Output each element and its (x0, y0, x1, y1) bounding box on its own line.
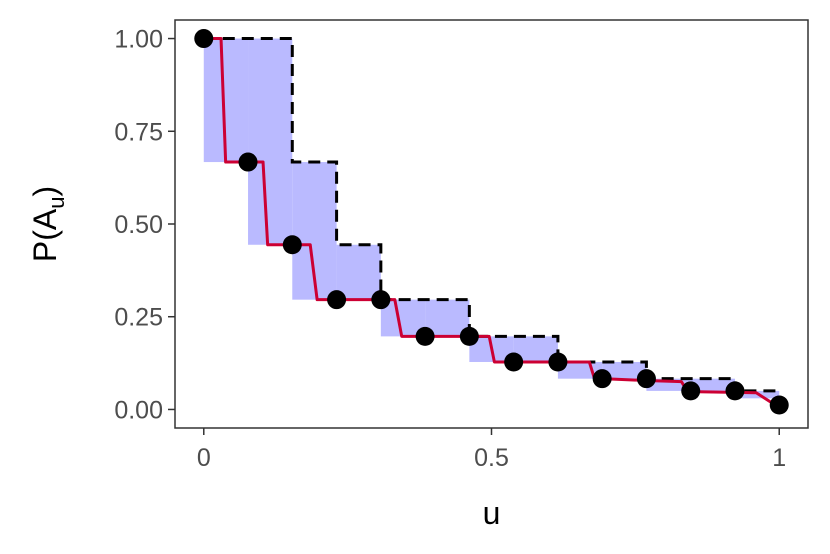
y-tick-label: 0.25 (114, 304, 163, 332)
data-point (592, 369, 612, 389)
data-point (282, 235, 302, 255)
band-rect (690, 378, 735, 391)
y-axis-title-main: P(A (27, 208, 63, 262)
y-tick-label: 0.00 (114, 396, 163, 424)
data-point (194, 29, 214, 49)
data-point (548, 352, 568, 372)
band-rect (336, 244, 381, 300)
band-group (203, 38, 780, 399)
y-tick-label: 1.00 (114, 26, 163, 54)
band-rect (248, 38, 293, 245)
data-point (681, 381, 701, 401)
data-point (238, 152, 258, 172)
x-axis: 0 0.5 1 (197, 428, 786, 472)
data-point (636, 369, 656, 389)
band-rect (425, 299, 470, 337)
data-point (459, 326, 479, 346)
y-tick-label: 0.50 (114, 211, 163, 239)
data-point (769, 395, 789, 415)
data-point (504, 352, 524, 372)
data-point (725, 381, 745, 401)
y-tick-label: 0.75 (114, 118, 163, 146)
band-rect (602, 361, 647, 379)
y-axis-title-sub: u (44, 197, 69, 209)
data-point (327, 290, 347, 310)
points-group (194, 29, 789, 415)
x-tick-label: 1 (772, 444, 786, 472)
x-tick-label: 0.5 (474, 444, 509, 472)
band-rect (380, 299, 426, 337)
y-axis-title: P(Au) (27, 186, 69, 262)
data-point (415, 326, 435, 346)
y-axis: 0.00 0.25 0.50 0.75 1.00 (114, 26, 175, 424)
y-axis-title-close: ) (27, 186, 63, 197)
x-axis-title: u (483, 495, 501, 531)
data-point (371, 290, 391, 310)
x-tick-label: 0 (197, 444, 211, 472)
